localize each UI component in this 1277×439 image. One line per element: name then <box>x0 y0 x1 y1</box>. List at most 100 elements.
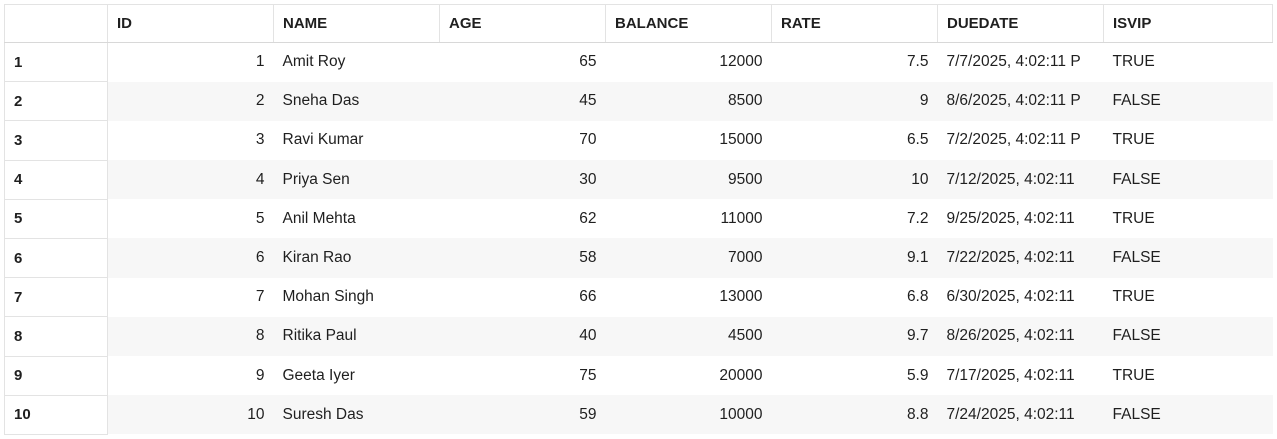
cell-rate[interactable]: 10 <box>771 160 938 200</box>
cell-balance[interactable]: 7000 <box>605 238 772 278</box>
table-row[interactable]: 1 1 Amit Roy 65 12000 7.5 7/7/2025, 4:02:11 P T… <box>4 42 1273 83</box>
table-row[interactable]: 8 8 Ritika Paul 40 4500 9.7 8/26/2025, 4:02:11… <box>4 316 1273 357</box>
cell-isvip[interactable]: TRUE <box>1112 366 1155 384</box>
cell-isvip[interactable]: FALSE <box>1103 81 1273 121</box>
cell-name[interactable]: Ritika Paul <box>273 316 440 356</box>
cell-duedate[interactable]: 6/30/2025, 4:02:11 <box>946 288 1075 306</box>
cell-age[interactable]: 75 <box>579 366 597 384</box>
cell-age[interactable]: 62 <box>579 209 597 227</box>
cell-name[interactable]: Amit Roy <box>282 53 346 71</box>
cell-rate[interactable]: 5.9 <box>906 366 929 384</box>
cell-isvip[interactable]: TRUE <box>1112 53 1155 71</box>
cell-name[interactable]: Priya Sen <box>273 160 440 200</box>
cell-duedate[interactable]: 7/2/2025, 4:02:11 P <box>946 131 1081 149</box>
cell-id[interactable]: 9 <box>255 366 265 384</box>
column-header-isvip[interactable]: ISVIP <box>1103 4 1273 43</box>
cell-duedate[interactable]: 8/6/2025, 4:02:11 P <box>937 81 1104 121</box>
corner-header[interactable] <box>4 4 108 43</box>
cell-duedate[interactable]: 9/25/2025, 4:02:11 <box>946 209 1075 227</box>
table-row[interactable]: 2 2 Sneha Das 45 8500 9 8/6/2025, 4:02:11 P FAL… <box>4 81 1273 122</box>
cell-duedate[interactable]: 7/7/2025, 4:02:11 P <box>946 53 1081 71</box>
cell-name[interactable]: Geeta Iyer <box>282 366 355 384</box>
row-number[interactable]: 10 <box>4 395 108 435</box>
column-header-name[interactable]: NAME <box>273 4 440 43</box>
cell-balance[interactable]: 20000 <box>719 366 763 384</box>
row-number[interactable]: 8 <box>4 316 108 357</box>
column-header-balance[interactable]: BALANCE <box>605 4 772 43</box>
cell-duedate[interactable]: 7/17/2025, 4:02:11 <box>946 366 1075 384</box>
cell-isvip[interactable]: TRUE <box>1112 209 1155 227</box>
cell-id[interactable]: 6 <box>107 238 274 278</box>
cell-id[interactable]: 1 <box>255 53 265 71</box>
cell-isvip[interactable]: FALSE <box>1103 238 1273 278</box>
row-number[interactable]: 2 <box>4 81 108 122</box>
cell-balance[interactable]: 12000 <box>719 53 763 71</box>
cell-isvip[interactable]: TRUE <box>1112 288 1155 306</box>
cell-id[interactable]: 10 <box>107 395 274 435</box>
cell-balance[interactable]: 15000 <box>719 131 763 149</box>
cell-duedate[interactable]: 7/24/2025, 4:02:11 <box>937 395 1104 435</box>
row-number[interactable]: 6 <box>4 238 108 279</box>
cell-age[interactable]: 66 <box>579 288 597 306</box>
cell-name[interactable]: Ravi Kumar <box>282 131 364 149</box>
cell-id[interactable]: 4 <box>107 160 274 200</box>
row-number[interactable]: 5 <box>4 199 108 239</box>
grid-header: ID NAME AGE BALANCE RATE DUEDATE ISVIP <box>4 4 1273 43</box>
cell-id[interactable]: 8 <box>107 316 274 356</box>
cell-duedate[interactable]: 8/26/2025, 4:02:11 <box>937 316 1104 356</box>
table-row[interactable]: 3 3 Ravi Kumar 70 15000 6.5 7/2/2025, 4:02:11 … <box>4 120 1273 161</box>
cell-age[interactable]: 30 <box>439 160 606 200</box>
cell-rate[interactable]: 7.5 <box>906 53 929 71</box>
row-number[interactable]: 7 <box>4 277 108 318</box>
cell-age[interactable]: 65 <box>579 53 597 71</box>
cell-age[interactable]: 45 <box>439 81 606 121</box>
row-number[interactable]: 9 <box>4 356 108 396</box>
cell-rate[interactable]: 9.7 <box>771 316 938 356</box>
cell-rate[interactable]: 6.8 <box>906 288 929 306</box>
cell-isvip[interactable]: TRUE <box>1112 131 1155 149</box>
cell-balance[interactable]: 8500 <box>605 81 772 121</box>
cell-id[interactable]: 5 <box>255 209 265 227</box>
table-row[interactable]: 4 4 Priya Sen 30 9500 10 7/12/2025, 4:02:11 FAL… <box>4 160 1273 200</box>
column-header-id[interactable]: ID <box>107 4 274 43</box>
column-header-duedate[interactable]: DUEDATE <box>937 4 1104 43</box>
cell-name[interactable]: Mohan Singh <box>282 288 374 306</box>
table-row[interactable]: 10 10 Suresh Das 59 10000 8.8 7/24/2025, 4:02:… <box>4 395 1273 435</box>
row-number[interactable]: 1 <box>4 42 108 83</box>
data-grid: ID NAME AGE BALANCE RATE DUEDATE ISVIP 1… <box>4 4 1273 435</box>
table-row[interactable]: 6 6 Kiran Rao 58 7000 9.1 7/22/2025, 4:02:11 FA… <box>4 238 1273 279</box>
cell-rate[interactable]: 6.5 <box>906 131 929 149</box>
cell-balance[interactable]: 13000 <box>719 288 763 306</box>
cell-duedate[interactable]: 7/22/2025, 4:02:11 <box>937 238 1104 278</box>
cell-balance[interactable]: 9500 <box>605 160 772 200</box>
cell-age[interactable]: 58 <box>439 238 606 278</box>
cell-name[interactable]: Kiran Rao <box>273 238 440 278</box>
row-number[interactable]: 4 <box>4 160 108 200</box>
cell-id[interactable]: 2 <box>107 81 274 121</box>
table-row[interactable]: 9 9 Geeta Iyer 75 20000 5.9 7/17/2025, 4:02:11… <box>4 356 1273 396</box>
cell-age[interactable]: 40 <box>439 316 606 356</box>
table-row[interactable]: 7 7 Mohan Singh 66 13000 6.8 6/30/2025, 4:02:1… <box>4 277 1273 318</box>
cell-id[interactable]: 7 <box>255 288 265 306</box>
row-number[interactable]: 3 <box>4 120 108 161</box>
cell-balance[interactable]: 10000 <box>605 395 772 435</box>
cell-balance[interactable]: 11000 <box>720 209 763 227</box>
cell-rate[interactable]: 9 <box>771 81 938 121</box>
table-row[interactable]: 5 5 Anil Mehta 62 11000 7.2 9/25/2025, 4:02:11… <box>4 199 1273 239</box>
cell-age[interactable]: 70 <box>579 131 597 149</box>
cell-name[interactable]: Suresh Das <box>273 395 440 435</box>
cell-duedate[interactable]: 7/12/2025, 4:02:11 <box>937 160 1104 200</box>
cell-name[interactable]: Anil Mehta <box>282 209 356 227</box>
cell-rate[interactable]: 7.2 <box>906 209 929 227</box>
cell-name[interactable]: Sneha Das <box>273 81 440 121</box>
cell-id[interactable]: 3 <box>255 131 265 149</box>
cell-isvip[interactable]: FALSE <box>1103 316 1273 356</box>
cell-isvip[interactable]: FALSE <box>1103 160 1273 200</box>
cell-rate[interactable]: 8.8 <box>771 395 938 435</box>
cell-rate[interactable]: 9.1 <box>771 238 938 278</box>
column-header-age[interactable]: AGE <box>439 4 606 43</box>
column-header-rate[interactable]: RATE <box>771 4 938 43</box>
cell-isvip[interactable]: FALSE <box>1103 395 1273 435</box>
cell-balance[interactable]: 4500 <box>605 316 772 356</box>
cell-age[interactable]: 59 <box>439 395 606 435</box>
